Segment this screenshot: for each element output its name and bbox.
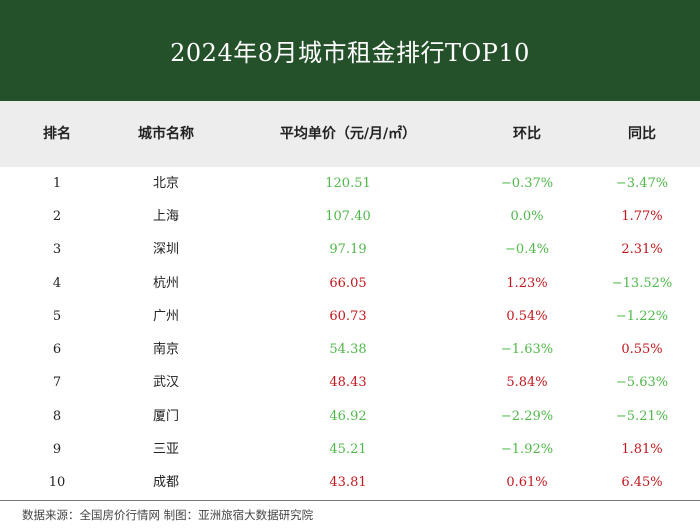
yoy-cell: 2.31%: [621, 242, 663, 258]
mom-cell: 0.54%: [506, 308, 548, 324]
mom-cell: −1.92%: [500, 442, 554, 458]
table-bottom-rule: [0, 500, 700, 501]
city-cell: 厦门: [152, 408, 180, 424]
table-row: 8 厦门 46.92 −2.29% −5.21%: [0, 400, 700, 433]
col-header-mom: 环比: [513, 126, 541, 142]
yoy-cell: −5.21%: [615, 408, 669, 424]
city-cell: 深圳: [152, 242, 180, 258]
mom-cell: −0.37%: [500, 175, 554, 191]
mom-cell: −2.29%: [500, 408, 554, 424]
yoy-cell: −5.63%: [615, 375, 669, 391]
rank-cell: 2: [52, 208, 62, 224]
city-cell: 成都: [152, 475, 180, 491]
price-cell: 45.21: [329, 442, 367, 458]
price-cell: 54.38: [329, 342, 367, 358]
table-row: 9 三亚 45.21 −1.92% 1.81%: [0, 433, 700, 466]
rank-cell: 10: [48, 475, 66, 491]
price-cell: 66.05: [329, 275, 367, 291]
page-title: 2024年8月城市租金排行TOP10: [170, 39, 530, 67]
yoy-cell: 1.77%: [621, 208, 663, 224]
table-row: 5 广州 60.73 0.54% −1.22%: [0, 300, 700, 333]
rank-cell: 3: [52, 242, 62, 258]
yoy-cell: −3.47%: [615, 175, 669, 191]
price-cell: 120.51: [325, 175, 371, 191]
city-cell: 武汉: [152, 375, 180, 391]
table-row: 1 北京 120.51 −0.37% −3.47%: [0, 167, 700, 200]
rank-cell: 8: [52, 408, 62, 424]
table-row: 4 杭州 66.05 1.23% −13.52%: [0, 267, 700, 300]
table-row: 7 武汉 48.43 5.84% −5.63%: [0, 367, 700, 400]
yoy-cell: −13.52%: [611, 275, 673, 291]
yoy-cell: 6.45%: [621, 475, 663, 491]
yoy-cell: 1.81%: [621, 442, 663, 458]
city-cell: 广州: [152, 308, 180, 324]
yoy-cell: 0.55%: [621, 342, 663, 358]
city-cell: 南京: [152, 342, 180, 358]
rank-cell: 5: [52, 308, 62, 324]
city-cell: 杭州: [152, 275, 180, 291]
table-header: 排名 城市名称 平均单价（元/月/㎡） 环比 同比: [0, 101, 700, 167]
table-row: 2 上海 107.40 0.0% 1.77%: [0, 200, 700, 233]
mom-cell: 0.0%: [510, 208, 544, 224]
col-header-price: 平均单价（元/月/㎡）: [279, 126, 417, 142]
source-footer: 数据来源：全国房价行情网 制图：亚洲旅宿大数据研究院: [22, 508, 314, 522]
mom-cell: 5.84%: [506, 375, 548, 391]
title-banner: 2024年8月城市租金排行TOP10: [0, 0, 700, 101]
city-cell: 北京: [152, 175, 180, 191]
yoy-cell: −1.22%: [615, 308, 669, 324]
mom-cell: 0.61%: [506, 475, 548, 491]
rank-cell: 6: [52, 342, 62, 358]
mom-cell: −1.63%: [500, 342, 554, 358]
table-body: 1 北京 120.51 −0.37% −3.47% 2 上海 107.40 0.0% 1.77% 3…: [0, 167, 700, 500]
city-cell: 三亚: [152, 442, 180, 458]
city-cell: 上海: [152, 208, 180, 224]
col-header-rank: 排名: [43, 126, 71, 142]
table-row: 10 成都 43.81 0.61% 6.45%: [0, 467, 700, 500]
table-row: 3 深圳 97.19 −0.4% 2.31%: [0, 234, 700, 267]
price-cell: 107.40: [325, 208, 371, 224]
mom-cell: 1.23%: [506, 275, 548, 291]
col-header-city: 城市名称: [138, 126, 194, 142]
price-cell: 43.81: [329, 475, 367, 491]
price-cell: 60.73: [329, 308, 367, 324]
rank-cell: 9: [52, 442, 62, 458]
price-cell: 48.43: [329, 375, 367, 391]
rank-cell: 4: [52, 275, 62, 291]
table-row: 6 南京 54.38 −1.63% 0.55%: [0, 333, 700, 366]
mom-cell: −0.4%: [505, 242, 549, 258]
col-header-yoy: 同比: [628, 126, 656, 142]
price-cell: 46.92: [329, 408, 367, 424]
rank-cell: 1: [52, 175, 62, 191]
price-cell: 97.19: [329, 242, 367, 258]
rank-cell: 7: [52, 375, 62, 391]
